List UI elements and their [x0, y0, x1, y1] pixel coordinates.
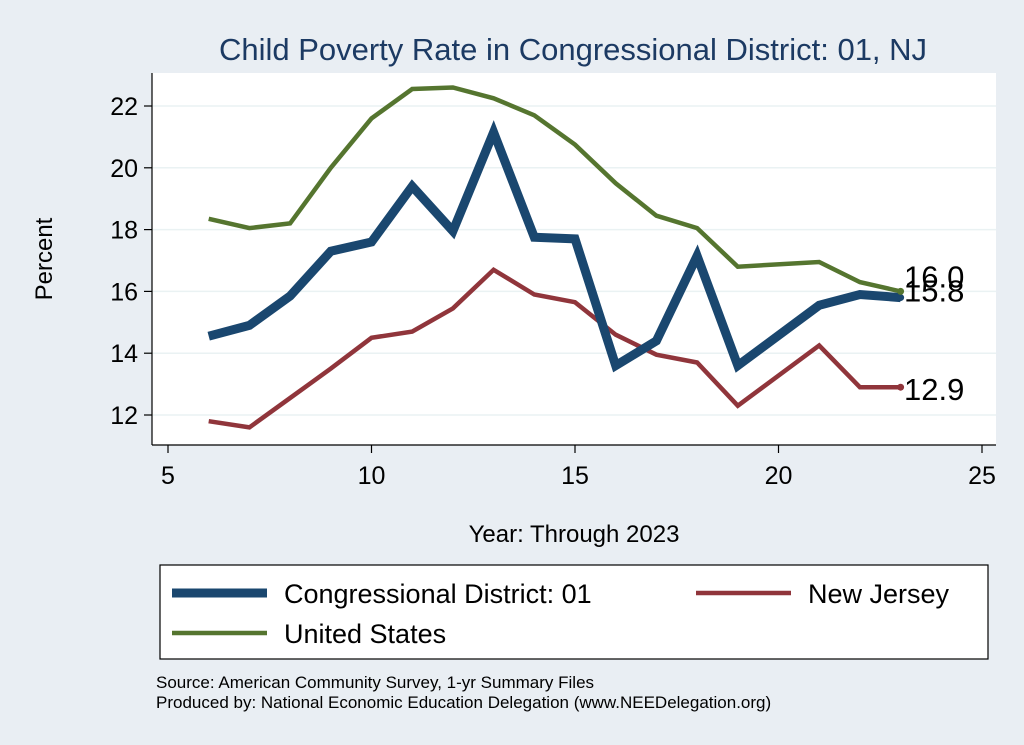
end-label: 12.9	[904, 372, 964, 407]
y-tick-label: 12	[110, 402, 138, 430]
x-tick-label: 15	[561, 462, 589, 490]
x-tick-label: 5	[161, 462, 175, 490]
series-lines	[207, 85, 902, 430]
end-marker	[897, 287, 905, 295]
chart-title: Child Poverty Rate in Congressional Dist…	[219, 32, 927, 67]
y-tick-label: 22	[110, 93, 138, 121]
series-line-2	[208, 85, 902, 294]
legend-label: New Jersey	[808, 579, 950, 609]
source-line-2: Produced by: National Economic Education…	[156, 693, 771, 712]
y-tick-label: 20	[110, 155, 138, 183]
x-axis: 5 10 15 20 25	[152, 444, 996, 490]
end-marker	[897, 383, 905, 391]
source-line-1: Source: American Community Survey, 1-yr …	[156, 673, 594, 692]
x-tick-label: 10	[358, 462, 386, 490]
y-axis: 12 14 16 18 20 22	[110, 73, 153, 445]
x-tick-label: 25	[968, 462, 996, 490]
legend-label: United States	[284, 619, 446, 649]
series-line-0	[207, 120, 901, 373]
end-marker	[897, 294, 905, 302]
x-tick-label: 20	[765, 462, 793, 490]
y-tick-label: 18	[110, 217, 138, 245]
legend-label: Congressional District: 01	[284, 579, 592, 609]
legend-box	[159, 564, 989, 660]
y-axis-title: Percent	[31, 217, 58, 300]
end-label: 15.8	[904, 274, 964, 309]
end-labels: 15.8 12.9 16.0	[897, 259, 964, 407]
legend: Congressional District: 01 New Jersey Unit…	[172, 579, 950, 649]
y-tick-label: 16	[110, 278, 138, 306]
series-line-1	[208, 266, 901, 430]
x-axis-title: Year: Through 2023	[469, 521, 680, 548]
end-label: 16.0	[904, 259, 964, 294]
y-tick-label: 14	[110, 340, 138, 368]
